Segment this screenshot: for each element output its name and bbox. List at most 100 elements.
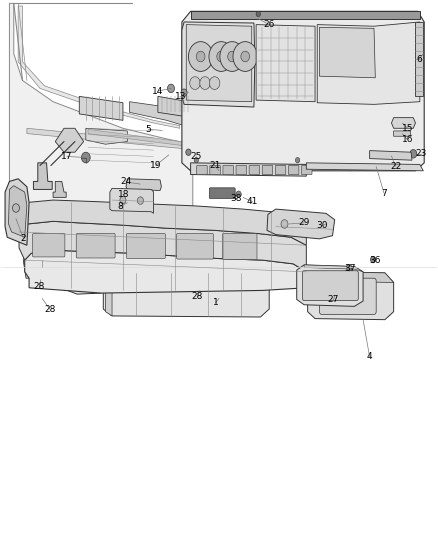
FancyBboxPatch shape bbox=[223, 233, 257, 260]
Circle shape bbox=[220, 42, 244, 71]
Text: 4: 4 bbox=[367, 352, 372, 361]
Text: 16: 16 bbox=[402, 135, 413, 144]
Polygon shape bbox=[106, 268, 112, 316]
Circle shape bbox=[39, 266, 45, 274]
Circle shape bbox=[12, 204, 19, 212]
Polygon shape bbox=[319, 27, 375, 78]
Polygon shape bbox=[394, 131, 411, 136]
Polygon shape bbox=[103, 272, 269, 282]
Circle shape bbox=[217, 51, 226, 62]
FancyBboxPatch shape bbox=[210, 165, 220, 174]
Text: 15: 15 bbox=[402, 124, 413, 133]
Text: 26: 26 bbox=[264, 20, 275, 29]
FancyBboxPatch shape bbox=[236, 165, 247, 174]
Polygon shape bbox=[25, 251, 306, 293]
Polygon shape bbox=[16, 200, 306, 245]
Text: 1: 1 bbox=[212, 298, 219, 307]
Polygon shape bbox=[306, 163, 424, 171]
Text: 19: 19 bbox=[150, 161, 162, 170]
Text: 37: 37 bbox=[344, 264, 356, 273]
Polygon shape bbox=[267, 209, 335, 239]
FancyBboxPatch shape bbox=[276, 165, 286, 174]
Polygon shape bbox=[307, 272, 394, 320]
Text: 23: 23 bbox=[416, 149, 427, 158]
Polygon shape bbox=[182, 22, 255, 107]
Polygon shape bbox=[103, 272, 269, 317]
Text: 29: 29 bbox=[298, 219, 310, 228]
Polygon shape bbox=[53, 181, 66, 197]
Text: 24: 24 bbox=[120, 177, 131, 187]
Circle shape bbox=[186, 149, 191, 156]
Circle shape bbox=[236, 191, 241, 197]
Text: 7: 7 bbox=[381, 189, 387, 198]
Polygon shape bbox=[317, 22, 420, 104]
Polygon shape bbox=[88, 130, 193, 147]
Polygon shape bbox=[10, 3, 193, 232]
FancyBboxPatch shape bbox=[262, 165, 273, 174]
Polygon shape bbox=[158, 96, 193, 118]
Text: 6: 6 bbox=[416, 55, 422, 63]
Text: 27: 27 bbox=[328, 295, 339, 304]
Text: 14: 14 bbox=[152, 86, 163, 95]
Polygon shape bbox=[5, 179, 29, 245]
Circle shape bbox=[295, 158, 300, 163]
Circle shape bbox=[181, 89, 187, 96]
Text: 28: 28 bbox=[191, 292, 203, 301]
Text: 8: 8 bbox=[117, 203, 123, 212]
FancyBboxPatch shape bbox=[177, 233, 213, 259]
Circle shape bbox=[200, 77, 210, 90]
Polygon shape bbox=[27, 128, 193, 150]
Circle shape bbox=[81, 152, 90, 163]
FancyBboxPatch shape bbox=[209, 188, 235, 198]
Polygon shape bbox=[55, 128, 84, 152]
Circle shape bbox=[190, 77, 200, 90]
Polygon shape bbox=[79, 96, 123, 120]
Circle shape bbox=[233, 42, 258, 71]
Polygon shape bbox=[297, 265, 363, 306]
Text: 41: 41 bbox=[247, 197, 258, 206]
Polygon shape bbox=[23, 248, 31, 278]
FancyBboxPatch shape bbox=[127, 233, 165, 259]
Polygon shape bbox=[416, 22, 424, 96]
Text: 5: 5 bbox=[145, 125, 151, 134]
FancyBboxPatch shape bbox=[302, 271, 358, 301]
Text: 30: 30 bbox=[317, 221, 328, 230]
Circle shape bbox=[371, 256, 376, 263]
Polygon shape bbox=[29, 261, 102, 294]
FancyBboxPatch shape bbox=[197, 165, 207, 174]
Polygon shape bbox=[186, 25, 252, 102]
Polygon shape bbox=[110, 188, 153, 213]
Circle shape bbox=[328, 290, 337, 301]
Polygon shape bbox=[86, 128, 127, 144]
Text: 28: 28 bbox=[44, 304, 55, 313]
FancyBboxPatch shape bbox=[32, 233, 65, 257]
Circle shape bbox=[346, 264, 352, 271]
Text: 25: 25 bbox=[191, 152, 202, 161]
Polygon shape bbox=[33, 163, 52, 189]
Circle shape bbox=[228, 51, 237, 62]
Polygon shape bbox=[177, 266, 223, 290]
Polygon shape bbox=[304, 265, 363, 272]
Text: 18: 18 bbox=[118, 190, 129, 199]
FancyBboxPatch shape bbox=[319, 278, 376, 314]
Polygon shape bbox=[256, 25, 315, 102]
Circle shape bbox=[188, 42, 213, 71]
Polygon shape bbox=[19, 221, 306, 272]
Polygon shape bbox=[9, 185, 27, 237]
Polygon shape bbox=[191, 11, 420, 19]
Circle shape bbox=[120, 196, 126, 204]
Circle shape bbox=[194, 158, 198, 163]
Circle shape bbox=[209, 42, 233, 71]
Polygon shape bbox=[18, 6, 180, 128]
Polygon shape bbox=[370, 151, 412, 160]
Polygon shape bbox=[130, 102, 193, 128]
Text: 2: 2 bbox=[21, 234, 26, 243]
FancyBboxPatch shape bbox=[76, 233, 115, 258]
Polygon shape bbox=[126, 179, 161, 190]
Text: 21: 21 bbox=[209, 161, 220, 170]
Polygon shape bbox=[182, 11, 424, 171]
Circle shape bbox=[241, 51, 250, 62]
Polygon shape bbox=[392, 118, 416, 128]
Text: 13: 13 bbox=[175, 92, 186, 101]
Polygon shape bbox=[315, 272, 394, 282]
